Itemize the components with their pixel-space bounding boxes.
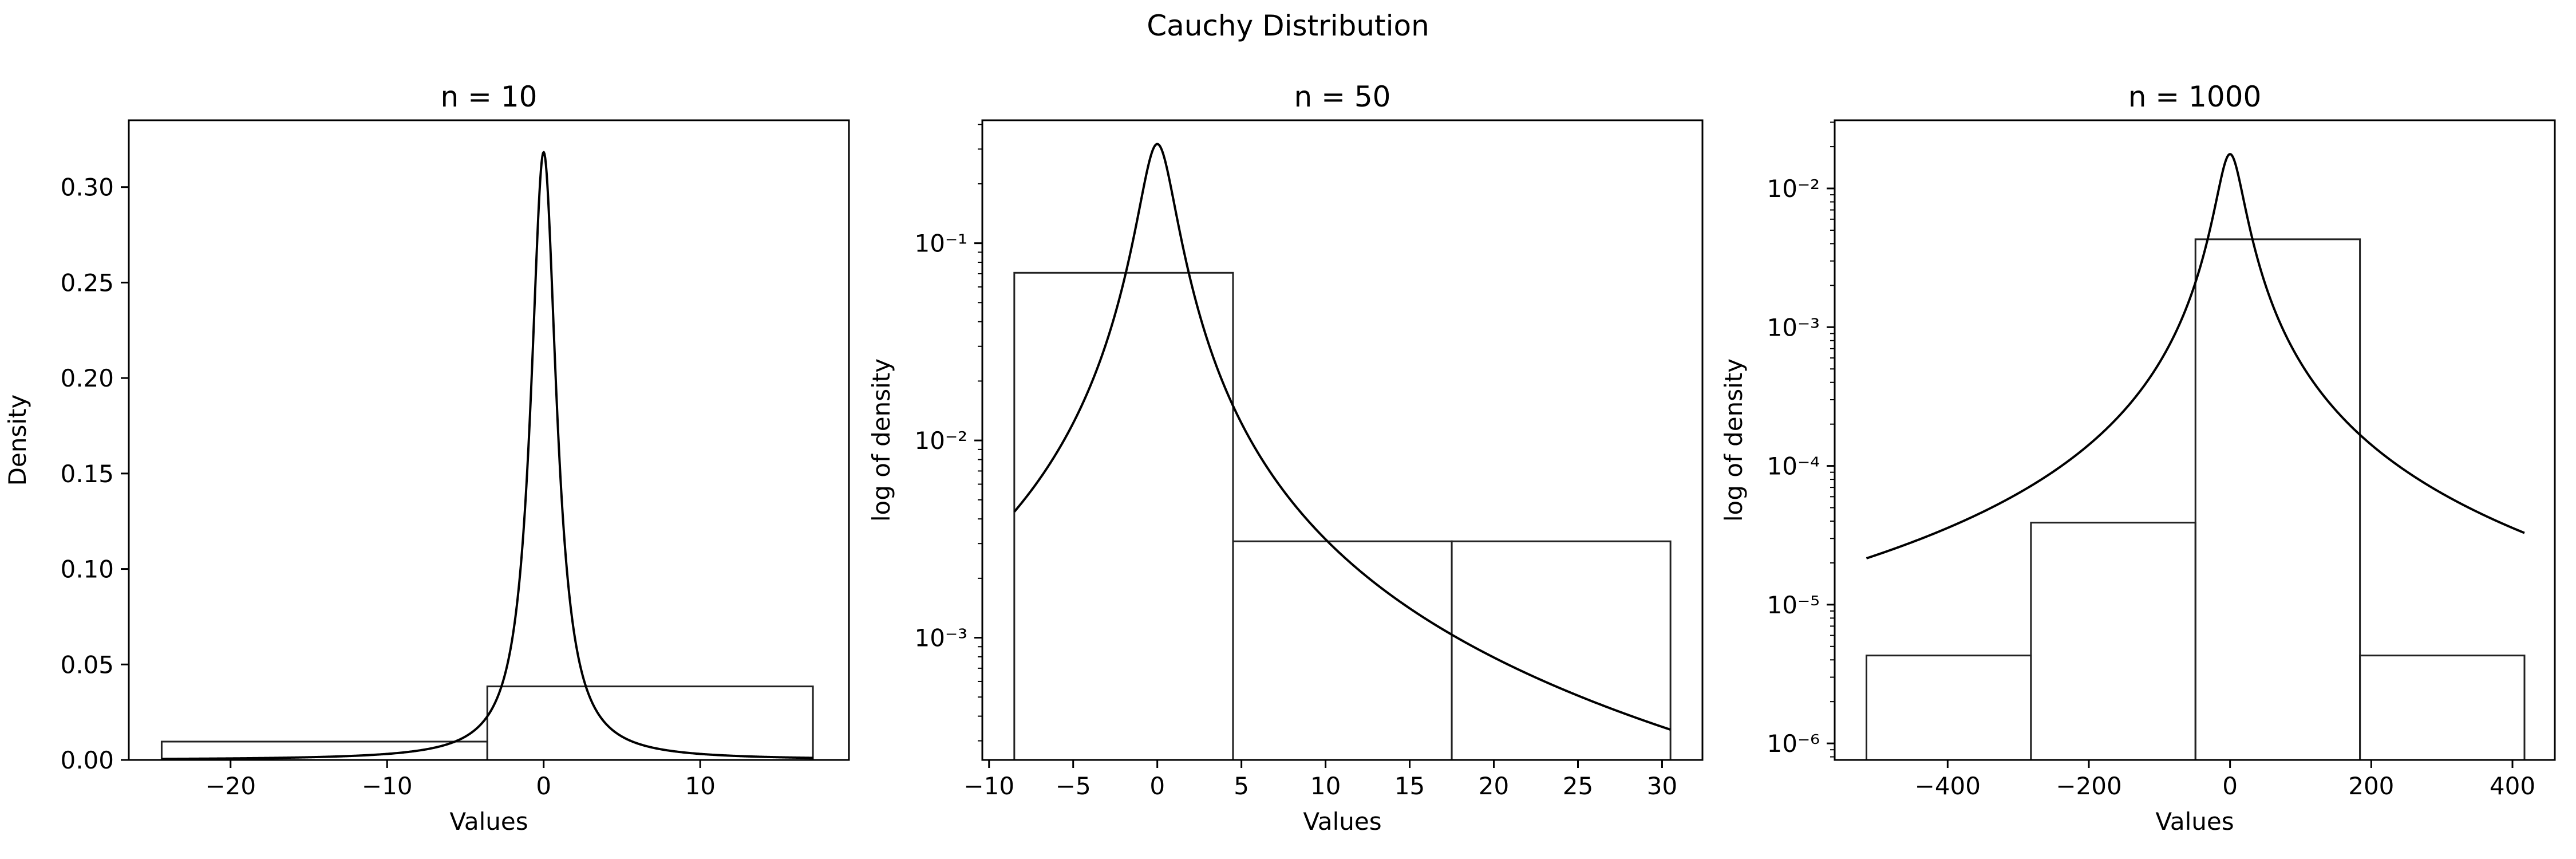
y-axis-label: Density <box>3 395 31 486</box>
y-tick-label: 10⁻² <box>1767 175 1820 203</box>
axes-frame <box>1834 119 2556 761</box>
y-tick-label: 0.25 <box>60 269 114 297</box>
x-axis-label: Values <box>449 807 528 836</box>
y-axis-label: log of density <box>867 358 895 522</box>
y-tick-label: 0.20 <box>60 364 114 392</box>
x-axis-label: Values <box>2155 807 2234 836</box>
axes-frame <box>128 119 850 761</box>
figure-suptitle: Cauchy Distribution <box>1147 9 1429 42</box>
x-tick-label: 15 <box>1394 772 1425 800</box>
subplot-n1000: −400 −200 0 200 400 10⁻⁶ 10⁻⁵ 10⁻⁴ 10⁻³ 10⁻² n = 1… <box>1720 80 2556 836</box>
x-axis-label: Values <box>1303 807 1381 836</box>
y-tick-label: 10⁻⁵ <box>1767 591 1820 619</box>
x-tick-label: 20 <box>1479 772 1509 800</box>
y-tick-label: 10⁻³ <box>915 624 967 652</box>
pdf-curve <box>1866 153 2525 559</box>
x-tick-label: −20 <box>205 772 256 800</box>
x-tick-label: −400 <box>1915 772 1981 800</box>
subplot-title: n = 10 <box>441 80 538 113</box>
y-tick-label: 10⁻⁴ <box>1767 452 1820 480</box>
y-tick-label: 10⁻⁶ <box>1767 730 1820 758</box>
y-tick-label: 10⁻³ <box>1767 313 1820 341</box>
y-tick-label: 0.05 <box>60 651 114 679</box>
x-tick-label: 25 <box>1563 772 1593 800</box>
y-tick-label: 0.15 <box>60 460 114 488</box>
x-tick-label: 400 <box>2490 772 2535 800</box>
x-tick-label: 0 <box>536 772 551 800</box>
subplot-title: n = 1000 <box>2128 80 2262 113</box>
x-tick-label: −200 <box>2056 772 2121 800</box>
x-tick-label: 5 <box>1234 772 1249 800</box>
x-tick-label: −10 <box>362 772 413 800</box>
x-tick-label: 200 <box>2348 772 2394 800</box>
x-tick-label: 0 <box>1149 772 1165 800</box>
y-tick-label: 0.00 <box>60 746 114 774</box>
pdf-curve <box>161 151 813 761</box>
x-tick-label: 30 <box>1647 772 1677 800</box>
pdf-curve <box>1013 143 1671 731</box>
x-tick-label: −10 <box>963 772 1014 800</box>
x-tick-label: 10 <box>1310 772 1341 800</box>
subplot-n50: −10 −5 0 5 10 15 20 25 30 10⁻³ 10⁻² 10⁻¹ n = 50 Value… <box>867 80 1704 836</box>
y-tick-label: 10⁻¹ <box>915 230 967 258</box>
subplot-n10: −20 −10 0 10 0.00 0.05 0.10 0.15 0.20 0.25 0.30 n =… <box>3 80 850 836</box>
x-tick-label: −5 <box>1056 772 1091 800</box>
y-axis-label: log of density <box>1720 358 1748 522</box>
y-tick-label: 10⁻² <box>915 427 967 455</box>
subplot-title: n = 50 <box>1294 80 1391 113</box>
y-tick-label: 0.10 <box>60 555 114 584</box>
x-tick-label: 10 <box>685 772 715 800</box>
y-tick-label: 0.30 <box>60 174 114 202</box>
x-tick-label: 0 <box>2222 772 2238 800</box>
